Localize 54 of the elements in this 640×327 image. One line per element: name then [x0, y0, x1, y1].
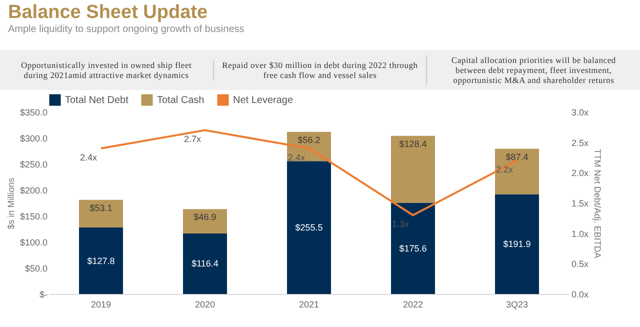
- legend-label: Net Leverage: [233, 95, 294, 106]
- data-label: $53.1: [90, 202, 112, 213]
- text: Repaid over $30 million in debt during 2022 through free cash flow and vessel sales: [212, 60, 426, 80]
- x-tick-label: 2022: [402, 300, 424, 310]
- y2-tick-label: 2.5x: [572, 138, 590, 148]
- y-tick-label: $300.0: [20, 134, 48, 144]
- data-label: 2.4x: [288, 152, 306, 162]
- y-tick-label: $-: [39, 290, 48, 300]
- y2-tick-label: 2.0x: [572, 168, 590, 178]
- y2-tick-label: 0.5x: [572, 259, 590, 270]
- data-label: $56.2: [298, 134, 320, 145]
- data-label: $87.4: [506, 152, 528, 162]
- data-label: $191.9: [503, 239, 531, 250]
- x-tick-label: 3Q23: [506, 300, 528, 310]
- bar: [391, 136, 435, 203]
- chart-title: Balance Sheet Update: [8, 2, 209, 23]
- bar: [183, 233, 227, 294]
- y2-tick-label: 0.0x: [572, 290, 590, 300]
- x-tick-label: 2020: [194, 300, 216, 310]
- y-tick-label: $100.0: [20, 238, 48, 248]
- y2-tick-label: 3.0x: [572, 108, 590, 118]
- data-label: 2.2x: [496, 164, 514, 175]
- legend-label: Total Net Debt: [65, 95, 129, 106]
- data-label: 2.7x: [184, 134, 202, 144]
- bar: [79, 228, 123, 294]
- x-tick-label: 2019: [90, 300, 112, 310]
- data-label: $255.5: [295, 222, 323, 233]
- bar: [495, 148, 539, 194]
- y-tick-label: $50.0: [24, 264, 48, 274]
- text: Opportunistically invested in owned ship fleet during 2021amid attractive market dynamics: [20, 60, 193, 80]
- y-tick-label: $250.0: [20, 160, 48, 170]
- bar: [287, 161, 331, 294]
- y2-tick-label: 1.0x: [572, 228, 590, 239]
- y-tick-label: $350.0: [20, 108, 48, 118]
- data-label: $127.8: [87, 256, 115, 266]
- bar: [495, 194, 539, 294]
- data-label: $175.6: [399, 243, 427, 254]
- bar: [391, 202, 435, 294]
- bar: [183, 209, 227, 234]
- x-tick-label: 2021: [298, 300, 320, 310]
- data-label: 2.4x: [80, 152, 98, 162]
- data-label: 1.3x: [392, 219, 410, 230]
- data-label: $46.9: [194, 212, 216, 222]
- y2-tick-label: 1.5x: [572, 198, 590, 208]
- bar: [79, 200, 123, 228]
- y-tick-label: $150.0: [20, 212, 48, 222]
- data-label: $116.4: [192, 258, 218, 269]
- chart-subtitle: Ample liquidity to support ongoing growth of business: [8, 23, 246, 36]
- y-tick-label: $200.0: [20, 186, 48, 196]
- text: Capital allocation priorities will be balanced between debt repayment, fleet investment, opportunistic M&A and shareholder returns: [426, 55, 640, 85]
- legend-label: Total Cash: [157, 95, 204, 106]
- y2-axis-title: TTM Net Debt/Adj. EBITDA: [592, 148, 603, 258]
- y-axis-title: $s in Millions: [6, 177, 16, 230]
- data-label: $128.4: [399, 138, 427, 149]
